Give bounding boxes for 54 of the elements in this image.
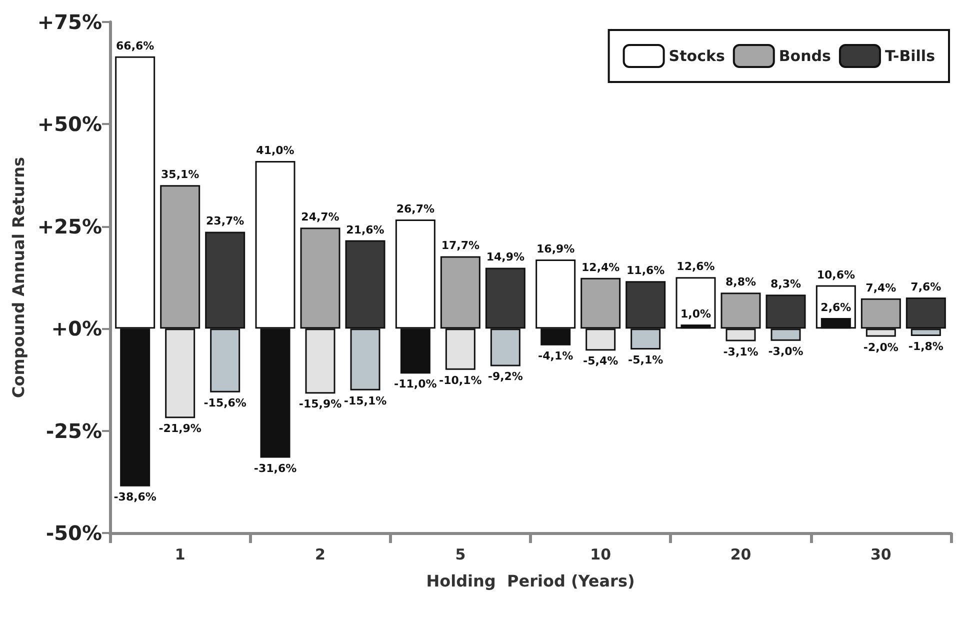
data-label: 17,7% [441, 239, 480, 252]
y-tick-label: +0% [51, 316, 102, 341]
x-tick-label: 2 [315, 546, 326, 564]
data-label: 35,1% [160, 168, 200, 182]
data-label: 11,6% [626, 264, 665, 278]
data-label: -38,6% [114, 490, 156, 504]
data-label: 2,6% [820, 300, 852, 314]
data-label: 8,8% [725, 276, 756, 289]
data-label: -2,0% [863, 340, 898, 354]
data-label: -21,9% [158, 422, 202, 436]
data-label: 21,6% [346, 223, 384, 236]
legend-label: Bonds [778, 47, 832, 65]
x-axis-title: Holding Period (Years) [426, 572, 635, 590]
data-label: -4,1% [538, 349, 574, 362]
x-tick-label: 20 [730, 546, 752, 564]
data-label: 1,0% [680, 308, 712, 321]
data-label: 12,4% [581, 260, 620, 274]
data-label: -5,1% [628, 353, 664, 366]
y-tick-label: +25% [37, 214, 102, 238]
y-axis-title: Compound Annual Returns [8, 156, 28, 398]
y-tick-label: -50% [46, 521, 102, 545]
data-label: -3,1% [723, 345, 758, 358]
data-label: 66,6% [116, 39, 154, 52]
legend-label: Stocks [668, 47, 725, 65]
bar [676, 277, 716, 329]
data-label: 12,6% [676, 260, 715, 274]
data-label: -10,1% [439, 374, 482, 387]
x-tick-label: 5 [455, 546, 466, 564]
data-label: 8,3% [770, 278, 802, 291]
data-label: 16,9% [536, 242, 575, 256]
data-label: 7,4% [866, 281, 896, 294]
data-label: 7,6% [910, 280, 942, 294]
x-tick-label: 30 [870, 546, 892, 564]
x-tick-label: 1 [174, 546, 186, 564]
data-label: -1,8% [908, 340, 944, 353]
data-label: -15,9% [298, 398, 342, 411]
data-label: -31,6% [254, 462, 297, 475]
data-label: -9,2% [488, 370, 523, 384]
data-label: 24,7% [301, 210, 340, 224]
x-tick-label: 10 [590, 546, 612, 564]
data-label: -3,0% [768, 344, 804, 358]
legend-label: T-Bills [884, 47, 936, 65]
y-tick-label: -25% [46, 418, 102, 443]
data-label: -11,0% [394, 378, 437, 391]
data-label: 14,9% [486, 250, 525, 264]
data-label: 41,0% [256, 144, 294, 157]
data-label: 26,7% [396, 202, 435, 216]
data-label: -5,4% [583, 354, 618, 368]
data-label: -15,1% [344, 394, 387, 408]
data-label: 23,7% [206, 214, 244, 228]
y-tick-label: +50% [37, 112, 102, 136]
y-tick-label: +75% [37, 10, 102, 34]
data-label: 10,6% [816, 268, 856, 282]
data-label: -15,6% [204, 396, 246, 410]
